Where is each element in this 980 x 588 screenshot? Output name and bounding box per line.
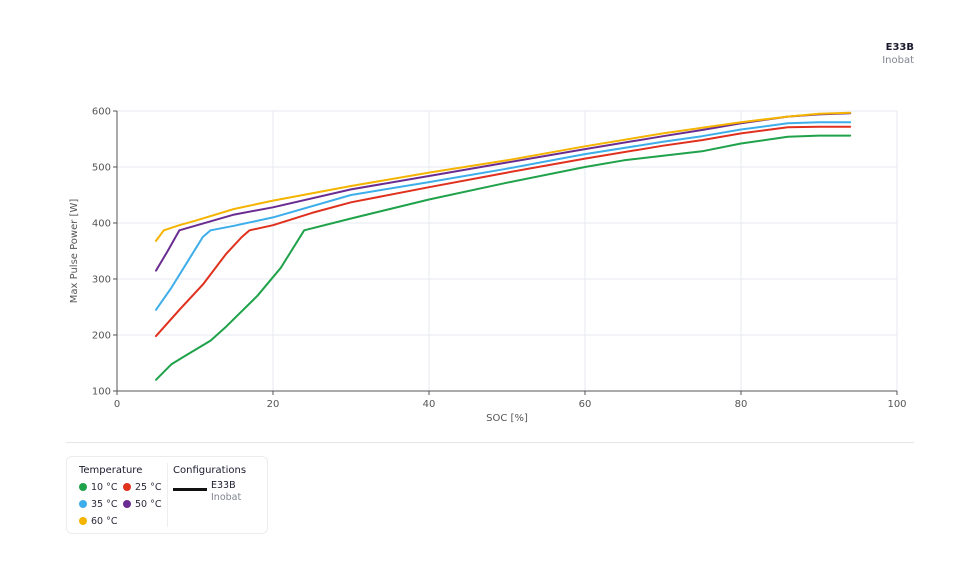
y-tick-label: 100 [92,387,111,398]
legend-temp-label: 35 °C [91,498,118,510]
temperature-list: 10 °C 25 °C 35 °C 50 °C 60 °C [79,480,167,528]
series-line-35c[interactable] [155,121,852,311]
legend-temperature: Temperature 10 °C 25 °C 35 °C 50 °C 60 °C [79,465,167,528]
y-tick-label: 400 [92,219,111,230]
series-line-50c[interactable] [155,112,852,272]
legend-config-name: E33B [211,480,236,491]
legend-config-item[interactable]: E33B Inobat [173,480,246,504]
power-soc-chart: 100 200 300 400 500 600 0 20 40 60 80 100 SOC [%] M… [69,107,907,425]
legend-temp-label: 60 °C [91,515,118,527]
x-axis-label: SOC [%] [486,413,528,424]
color-dot-icon [79,517,87,525]
chart-series [155,111,852,381]
legend-temp-label: 10 °C [91,481,118,493]
chart-grid [117,110,898,391]
color-dot-icon [79,483,87,491]
chart-legend: Temperature 10 °C 25 °C 35 °C 50 °C 60 °C Co… [66,456,268,534]
legend-temp-item[interactable]: 10 °C [79,480,123,494]
legend-config-maker: Inobat [211,492,242,503]
legend-temp-item[interactable]: 35 °C [79,497,123,511]
x-tick-label: 0 [114,399,120,410]
configuration-header: E33B Inobat [882,41,914,67]
legend-temperature-title: Temperature [79,465,143,476]
y-tick-label: 200 [92,331,111,342]
y-tick-label: 500 [92,163,111,174]
x-tick-label: 100 [887,399,906,410]
color-dot-icon [79,500,87,508]
y-axis-label: Max Pulse Power [W] [69,199,80,304]
x-tick-label: 20 [267,399,280,410]
config-maker: Inobat [882,55,914,66]
legend-temp-label: 50 °C [135,498,162,510]
legend-temp-label: 25 °C [135,481,162,493]
x-tick-label: 60 [579,399,592,410]
section-divider [66,442,914,443]
x-tick-label: 40 [423,399,436,410]
legend-separator [167,463,168,527]
x-tick-label: 80 [735,399,748,410]
series-line-25c[interactable] [155,125,852,338]
series-line-10c[interactable] [155,134,852,381]
color-dot-icon [123,500,131,508]
series-line-60c[interactable] [155,111,852,242]
color-dot-icon [123,483,131,491]
config-line-swatch [173,488,207,491]
legend-temp-item[interactable]: 50 °C [123,497,167,511]
chart-axes: 100 200 300 400 500 600 0 20 40 60 80 100 [92,107,907,411]
legend-configurations-title: Configurations [173,465,247,476]
y-tick-label: 300 [92,275,111,286]
config-name: E33B [885,42,914,53]
legend-temp-item[interactable]: 60 °C [79,514,123,528]
y-tick-label: 600 [92,107,111,118]
legend-temp-item[interactable]: 25 °C [123,480,167,494]
legend-configurations: Configurations E33B Inobat [173,465,246,504]
